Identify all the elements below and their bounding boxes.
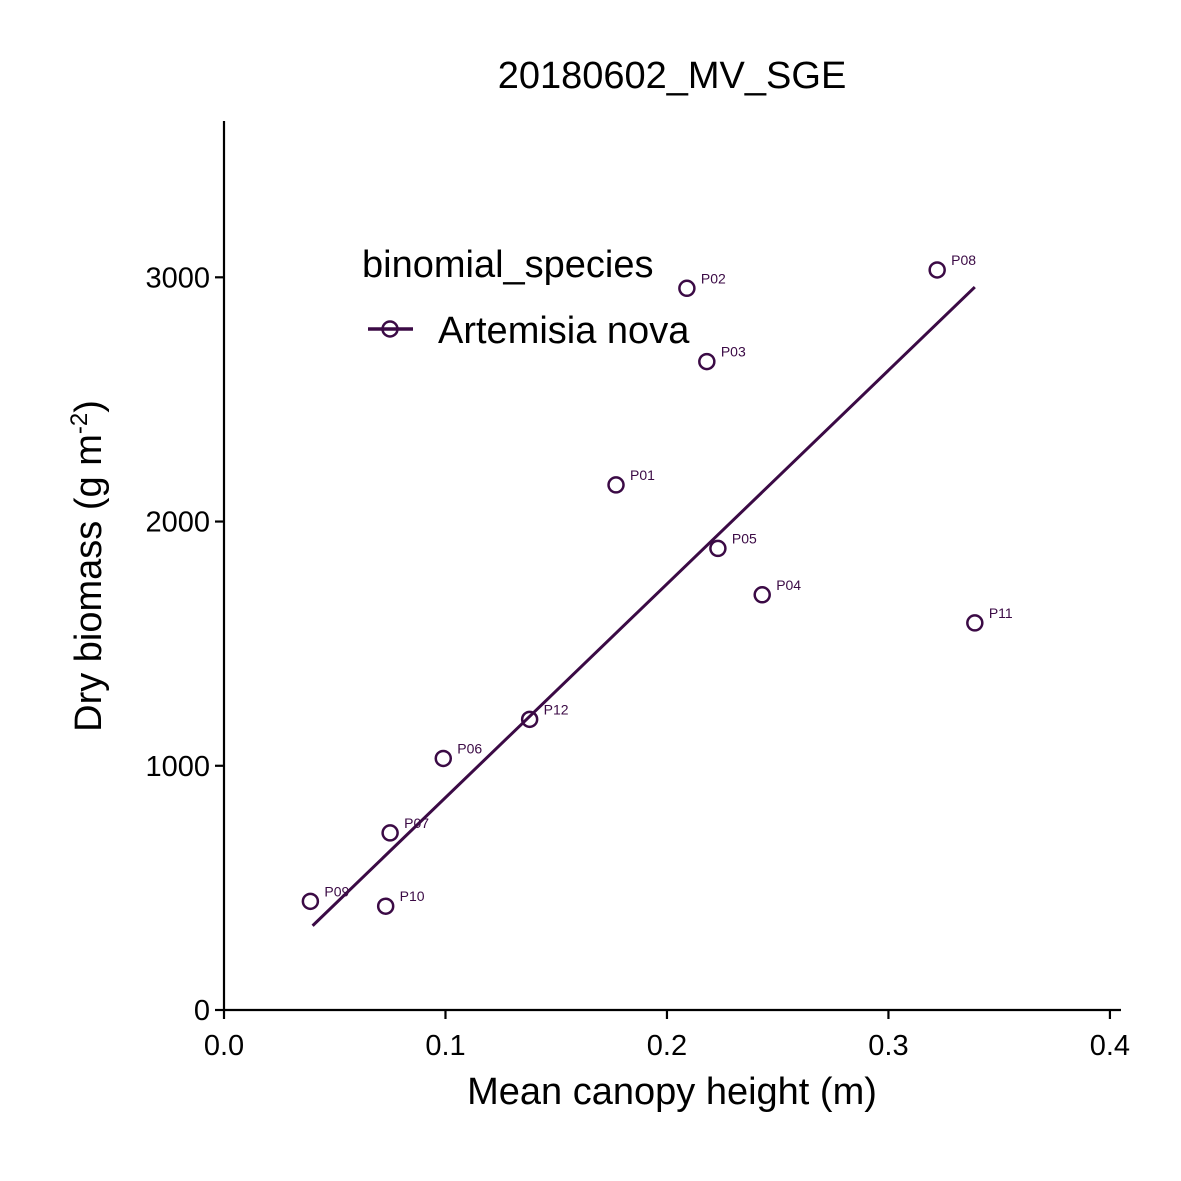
y-axis-title-close: ) [68, 400, 110, 413]
point-label: P09 [324, 883, 349, 899]
regression-line [311, 285, 976, 927]
data-point [698, 352, 716, 371]
data-point [753, 586, 771, 604]
legend-point-key [381, 320, 399, 338]
x-axis-ticks: 0.0 0.1 0.2 0.3 0.4 [204, 1010, 1130, 1062]
data-point [678, 279, 696, 298]
x-tick-label: 0.2 [647, 1030, 687, 1062]
data-point [607, 476, 625, 494]
data-point [520, 710, 539, 729]
point-label: P02 [701, 270, 726, 286]
x-tick-label: 0.1 [425, 1030, 465, 1062]
y-axis-ticks: 0 1000 2000 3000 [145, 262, 224, 1027]
y-axis-title: Dry biomass (g m-2) [66, 400, 110, 732]
x-tick-label: 0.0 [204, 1030, 244, 1062]
data-point [434, 749, 453, 768]
point-label: P11 [989, 605, 1013, 621]
plot-area: P01 P02 P03 P04 P05 P06 P07 P08 P09 P10 P11 P12 [301, 252, 1013, 927]
point-label: P04 [776, 577, 801, 593]
y-tick-label: 1000 [145, 751, 210, 783]
y-axis-title-main: Dry biomass (g m [68, 434, 110, 732]
data-point [966, 614, 984, 632]
data-point [301, 892, 320, 911]
point-label: P03 [721, 344, 746, 360]
x-axis-title: Mean canopy height (m) [467, 1071, 877, 1113]
point-label: P01 [630, 467, 655, 483]
data-point [381, 824, 399, 842]
data-point [928, 261, 946, 279]
data-point [376, 897, 395, 915]
point-label: P05 [732, 530, 757, 546]
y-tick-label: 3000 [145, 262, 210, 294]
legend: binomial_species Artemisia nova [362, 244, 690, 352]
legend-title: binomial_species [362, 244, 654, 286]
point-label: P12 [544, 701, 569, 717]
legend-entry-label: Artemisia nova [438, 310, 690, 352]
chart-title: 20180602_MV_SGE [498, 55, 847, 97]
y-tick-label: 0 [194, 995, 210, 1027]
x-tick-label: 0.4 [1090, 1030, 1130, 1062]
data-point [709, 539, 727, 558]
point-label: P06 [457, 740, 482, 756]
y-axis-title-superscript: -2 [66, 413, 93, 434]
x-tick-label: 0.3 [868, 1030, 908, 1062]
point-label: P10 [400, 888, 425, 904]
point-label: P07 [404, 815, 429, 831]
point-label: P08 [951, 252, 976, 268]
y-tick-label: 2000 [145, 507, 210, 539]
